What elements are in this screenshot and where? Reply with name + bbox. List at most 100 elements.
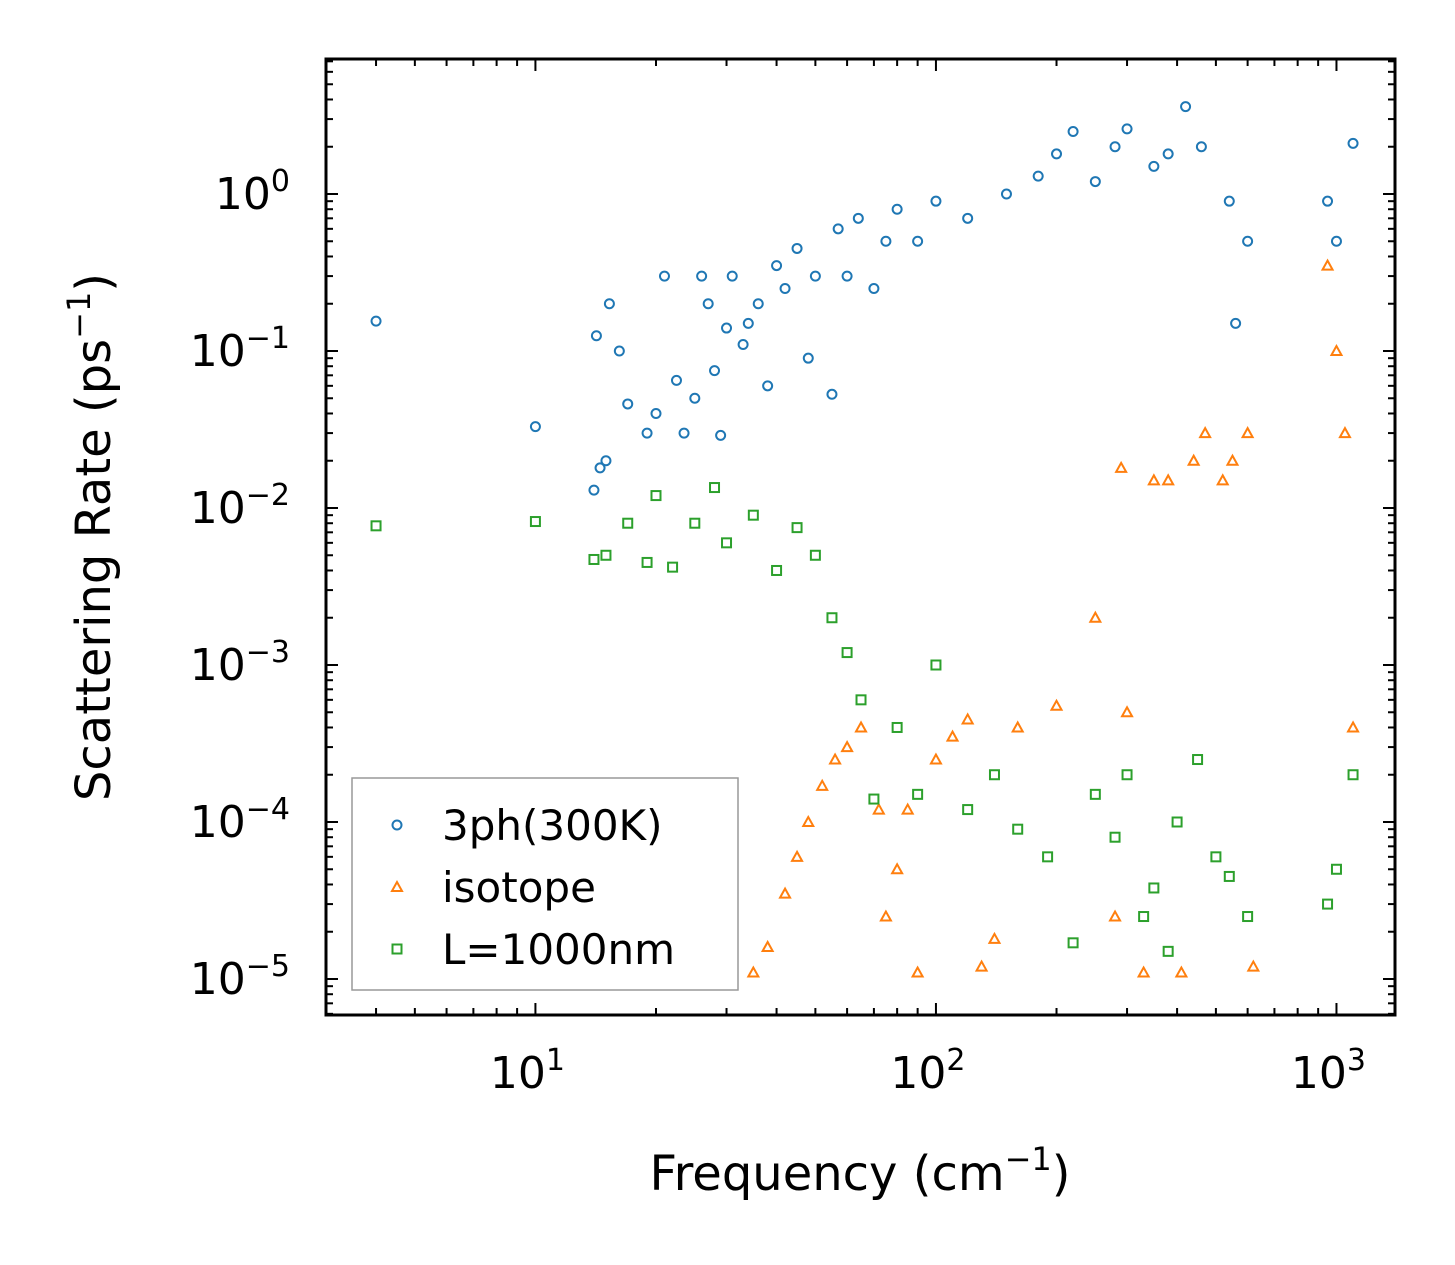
data-point — [868, 283, 880, 295]
data-point — [1138, 911, 1150, 923]
data-point — [1148, 882, 1160, 894]
data-point — [1121, 123, 1133, 135]
data-point — [791, 242, 803, 254]
data-point — [1225, 453, 1240, 466]
y-axis-label: Scattering Rate (ps−1) — [60, 273, 122, 801]
data-point — [962, 804, 974, 816]
data-point — [1216, 473, 1230, 486]
data-point — [945, 729, 960, 742]
data-point — [622, 398, 634, 410]
data-point — [709, 482, 721, 494]
data-point — [1242, 235, 1254, 247]
data-point — [880, 235, 892, 247]
data-point — [588, 553, 600, 565]
data-point — [1338, 426, 1352, 439]
tick-labels: 101 102 103 10−5 10−4 10−3 10−2 10−1 100 — [190, 164, 1366, 1099]
data-point — [891, 203, 903, 215]
data-point — [1089, 176, 1101, 188]
data-point — [891, 721, 903, 733]
data-point — [1329, 343, 1344, 356]
data-point — [1347, 769, 1359, 781]
data-point — [715, 429, 727, 441]
y-tick-label: 10−5 — [190, 949, 290, 1005]
y-tick-label: 10−4 — [190, 792, 290, 848]
data-point — [1240, 426, 1255, 439]
data-point — [746, 965, 761, 978]
data-point — [1223, 870, 1235, 882]
plot-border — [324, 57, 1397, 1017]
data-point — [826, 388, 838, 400]
data-point — [815, 778, 829, 791]
data-point — [1195, 141, 1207, 153]
data-point — [879, 909, 893, 922]
data-point — [890, 862, 904, 875]
x-tick-label: 101 — [490, 1043, 565, 1099]
data-point — [809, 270, 821, 282]
y-tick-label: 10−1 — [190, 321, 290, 377]
data-point — [1120, 705, 1134, 718]
data-point — [1000, 188, 1012, 200]
data-point — [1109, 141, 1121, 153]
data-point — [1162, 148, 1174, 160]
data-point — [641, 427, 653, 439]
data-point — [747, 509, 759, 521]
data-point — [1192, 754, 1204, 766]
data-point — [1180, 101, 1192, 113]
legend-box — [351, 777, 739, 991]
data-point — [771, 260, 783, 272]
data-point — [762, 380, 774, 392]
data-point — [1032, 170, 1044, 182]
data-point — [974, 959, 989, 972]
data-point — [721, 322, 733, 334]
data-point — [960, 712, 975, 725]
data-point — [1171, 816, 1183, 828]
data-point — [667, 561, 679, 573]
data-point — [930, 195, 942, 207]
data-point — [678, 427, 690, 439]
data-point — [910, 965, 925, 978]
data-point — [1347, 137, 1359, 149]
data-point — [1230, 317, 1242, 329]
data-point — [1088, 610, 1103, 623]
data-point — [594, 462, 606, 474]
data-point — [1067, 937, 1079, 949]
data-point — [689, 392, 701, 404]
data-point — [900, 802, 915, 815]
data-point — [726, 270, 738, 282]
x-tick-label: 102 — [890, 1043, 965, 1099]
data-point — [603, 298, 615, 310]
data-point — [1108, 909, 1122, 922]
data-point — [1330, 235, 1342, 247]
data-point — [841, 270, 853, 282]
data-point — [1186, 453, 1201, 466]
legend-label: isotope — [442, 863, 596, 912]
data-point — [1322, 195, 1334, 207]
data-point — [590, 330, 602, 342]
data-point — [370, 315, 382, 327]
data-point — [791, 522, 803, 534]
data-point — [840, 740, 854, 753]
data-point — [1246, 959, 1261, 972]
data-point — [1174, 965, 1189, 978]
data-point — [1136, 965, 1151, 978]
data-point — [868, 793, 880, 805]
data-point — [779, 283, 791, 295]
series-2 — [370, 482, 1359, 957]
data-point — [641, 556, 653, 568]
data-point — [1162, 945, 1174, 957]
data-point — [778, 886, 792, 899]
data-point — [1147, 473, 1161, 486]
data-point — [600, 549, 612, 561]
data-point — [1067, 126, 1079, 138]
data-point — [1242, 911, 1254, 923]
data-point — [828, 752, 842, 765]
data-point — [1109, 831, 1121, 843]
data-point — [809, 549, 821, 561]
data-point — [841, 647, 853, 659]
data-point — [1049, 698, 1064, 711]
data-point — [1042, 851, 1054, 863]
data-point — [790, 849, 804, 862]
legend-marker — [390, 879, 404, 892]
data-point — [1346, 720, 1360, 733]
data-point — [1114, 460, 1128, 473]
